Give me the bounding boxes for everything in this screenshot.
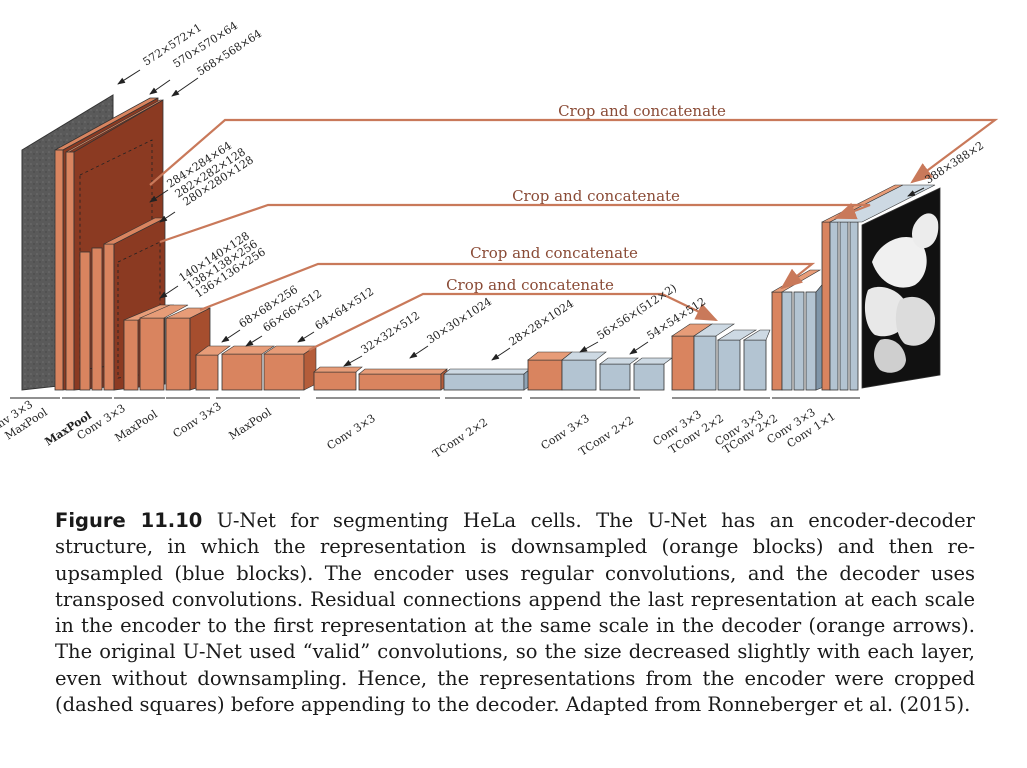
op-label: Conv 3×3 bbox=[171, 400, 224, 441]
crop-label-1: Crop and concatenate bbox=[558, 102, 726, 120]
op-label: TConv 2×2 bbox=[431, 416, 490, 461]
encoder-level-4 bbox=[195, 345, 317, 391]
encoder-level-3 bbox=[123, 304, 211, 391]
op-label: MaxPool bbox=[227, 405, 275, 442]
skip-level-3 bbox=[199, 262, 816, 312]
size-pointers bbox=[117, 69, 925, 367]
caption-text: U-Net for segmenting HeLa cells. The U-N… bbox=[55, 509, 975, 717]
decoder-level-4 bbox=[527, 351, 673, 391]
crop-label-4: Crop and concatenate bbox=[446, 276, 614, 294]
unet-diagram: Crop and concatenate Crop and concatenat… bbox=[0, 19, 999, 461]
size-label: 388×388×2 bbox=[923, 139, 987, 187]
size-label: 30×30×1024 bbox=[425, 295, 494, 346]
size-label: 32×32×512 bbox=[359, 309, 423, 357]
crop-label-3: Crop and concatenate bbox=[470, 244, 638, 262]
skip-level-2 bbox=[159, 202, 871, 244]
op-labels: nv 3×3 MaxPool MaxPool Conv 3×3 MaxPool … bbox=[0, 398, 838, 461]
decoder-level-2 bbox=[770, 269, 827, 391]
size-label: 64×64×512 bbox=[313, 285, 377, 333]
decoder-level-3 bbox=[671, 323, 771, 391]
skip-level-4 bbox=[308, 292, 718, 351]
figure-label: Figure 11.10 bbox=[55, 509, 203, 532]
bottleneck bbox=[313, 366, 531, 391]
crop-label-2: Crop and concatenate bbox=[512, 187, 680, 205]
figure-caption: Figure 11.10 U-Net for segmenting HeLa c… bbox=[55, 508, 975, 718]
size-label: 28×28×1024 bbox=[507, 297, 576, 348]
skip-level-1 bbox=[149, 118, 999, 186]
skip-connections bbox=[149, 118, 999, 351]
op-label: Conv 3×3 bbox=[325, 412, 378, 453]
output-segmentation bbox=[861, 187, 941, 389]
